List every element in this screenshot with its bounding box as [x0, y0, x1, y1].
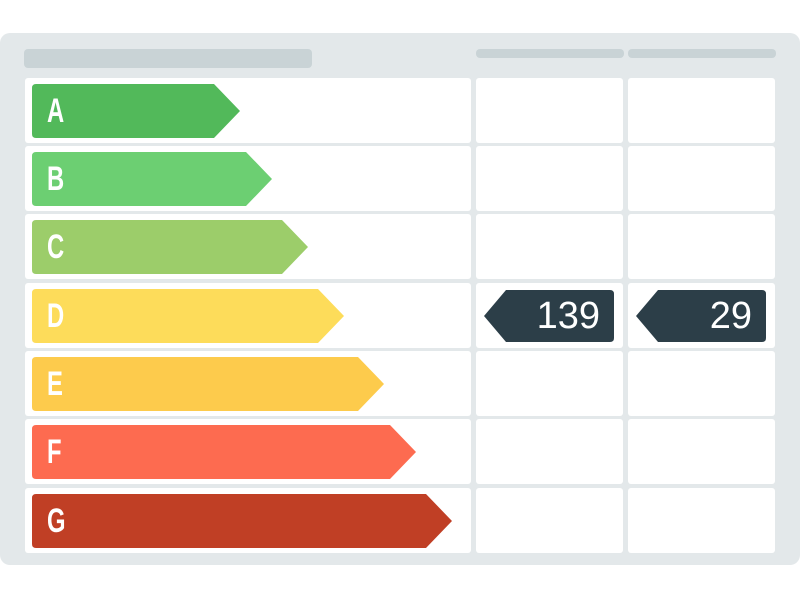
cell-g-col2 [628, 488, 775, 553]
rating-bar-c: C [32, 220, 308, 274]
cell-f-col2 [628, 419, 775, 484]
cell-b-col1 [476, 146, 623, 211]
cell-c-col1 [476, 214, 623, 279]
rating-arrow-shape [32, 494, 452, 548]
cell-e-col2 [628, 351, 775, 416]
cell-b-col2 [628, 146, 775, 211]
rating-arrow-shape [32, 84, 240, 138]
rating-arrow-shape [32, 357, 384, 411]
rating-letter: A [47, 92, 65, 130]
rating-arrow-shape [32, 220, 308, 274]
cell-f-col1 [476, 419, 623, 484]
header-placeholder-main [24, 49, 312, 68]
cell-a-col1 [476, 78, 623, 143]
rating-letter: D [47, 297, 65, 335]
indicator-value: 29 [709, 295, 752, 337]
cell-a-col2 [628, 78, 775, 143]
rating-indicator-col1: 139 [484, 290, 614, 342]
rating-letter: E [47, 365, 63, 403]
cell-g-col1 [476, 488, 623, 553]
rating-letter: F [47, 433, 62, 471]
rating-bar-b: B [32, 152, 272, 206]
rating-letter: B [47, 160, 65, 198]
indicator-value: 139 [536, 295, 600, 337]
rating-letter: C [47, 228, 65, 266]
rating-arrow-shape [32, 425, 416, 479]
rating-bar-e: E [32, 357, 384, 411]
rating-arrow-shape [32, 152, 272, 206]
rating-arrow-shape [32, 289, 344, 343]
header-placeholder-col2 [628, 49, 776, 58]
rating-bar-g: G [32, 494, 452, 548]
energy-rating-panel: A B C D E F G 139 29 [0, 33, 800, 565]
header-placeholder-col1 [476, 49, 624, 58]
cell-e-col1 [476, 351, 623, 416]
rating-letter: G [47, 502, 66, 540]
rating-indicator-col2: 29 [636, 290, 766, 342]
rating-bar-d: D [32, 289, 344, 343]
cell-c-col2 [628, 214, 775, 279]
rating-bar-a: A [32, 84, 240, 138]
rating-bar-f: F [32, 425, 416, 479]
